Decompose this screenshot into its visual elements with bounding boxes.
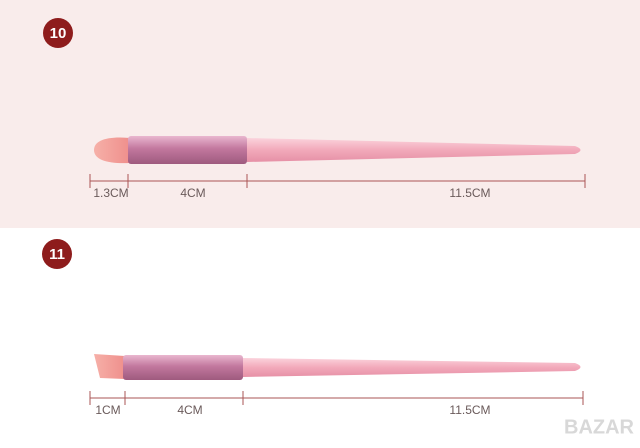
dimension-label: 11.5CM xyxy=(449,403,490,417)
watermark: BAZAR xyxy=(564,416,635,438)
dimension-label: 11.5CM xyxy=(449,186,490,200)
dimension-line-bottom xyxy=(89,391,584,405)
badge-label: 11 xyxy=(49,246,65,263)
badge-label: 10 xyxy=(50,25,67,42)
badge-circle xyxy=(43,18,73,48)
bottom-panel xyxy=(0,228,640,448)
dimension-label: 1.3CM xyxy=(93,186,128,200)
dimension-label: 4CM xyxy=(177,403,202,417)
dimension-line-top xyxy=(89,174,586,188)
brush-bottom xyxy=(94,354,581,380)
top-panel xyxy=(0,0,640,228)
dimension-label: 1CM xyxy=(95,403,120,417)
brush-top xyxy=(94,136,581,164)
badge-circle xyxy=(42,239,72,269)
dimension-label: 4CM xyxy=(180,186,205,200)
